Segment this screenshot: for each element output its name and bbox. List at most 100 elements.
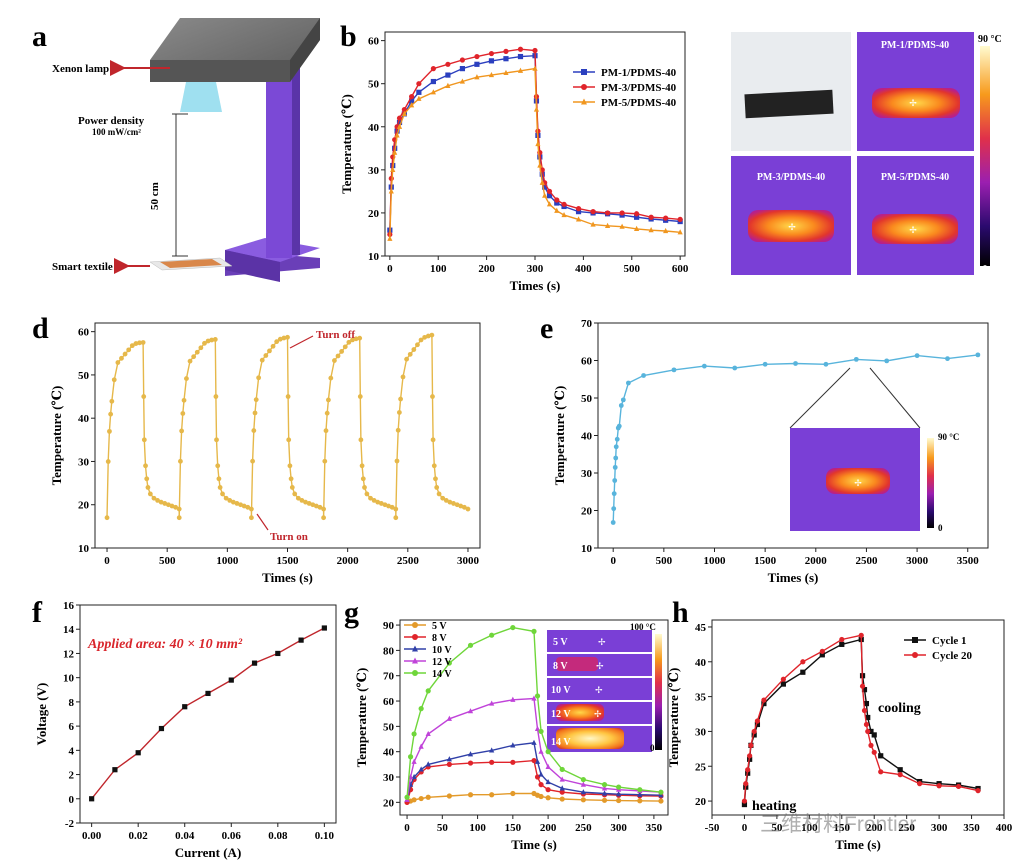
stand-pole-side (292, 60, 300, 255)
data-point-d (250, 458, 256, 464)
panel-g-inset: ✢ ✢ ✢ ✢ 5 V 8 V 10 V 12 V 14 V 100 °C 0 (547, 622, 662, 753)
data-point-h (754, 721, 761, 728)
data-point-d (209, 337, 215, 343)
x-tick-label-d: 1500 (277, 555, 300, 567)
data-point-e (625, 380, 631, 386)
data-point-g (538, 793, 544, 800)
data-point-g (446, 660, 452, 666)
data-point-g (545, 787, 551, 793)
x-tick-label-g: 350 (646, 822, 663, 834)
data-point-d (353, 336, 359, 342)
x-tick-label-f: 0.04 (175, 830, 195, 842)
data-point-e (701, 363, 707, 369)
data-point-d (299, 498, 305, 503)
data-point-d (458, 503, 464, 509)
data-point-d (371, 498, 377, 503)
data-point-b (634, 225, 640, 231)
data-point-d (433, 476, 438, 482)
data-point-d (324, 410, 330, 416)
data-point-b (554, 200, 560, 206)
data-point-b (575, 209, 582, 215)
data-point-d (411, 347, 417, 352)
xenon-lamp-label: Xenon lamp (52, 63, 109, 75)
series-g-3 (404, 695, 664, 802)
data-point-g (425, 730, 431, 737)
x-tick-label-g: 150 (505, 822, 522, 834)
data-point-e (975, 352, 981, 358)
x-tick-label-g: 200 (540, 822, 557, 834)
data-point-h (819, 652, 825, 658)
y-axis-label-b: Temperature (℃) (339, 94, 354, 194)
x-tick-label-g: 250 (575, 822, 592, 834)
stand-base-front (225, 250, 280, 282)
data-point-h (800, 659, 806, 665)
y-tick-label-b: 10 (368, 251, 380, 263)
data-point-d (404, 356, 410, 362)
data-point-h (780, 676, 786, 682)
data-point-h (743, 781, 749, 787)
series-line-h (743, 638, 979, 805)
chart-d: 0 500 1000 1500 2000 2500 3000 10 20 30 40 50 60 Time… (49, 322, 481, 585)
y-tick-label-f: 16 (63, 600, 75, 612)
y-tick-label-g: 40 (383, 747, 395, 759)
x-tick-label-e: 500 (656, 555, 673, 567)
data-point-b (533, 106, 540, 112)
data-point-e (641, 373, 646, 378)
data-point-d (328, 375, 334, 381)
data-point-b (445, 72, 451, 78)
data-point-d (249, 515, 254, 521)
data-point-b (677, 216, 683, 222)
data-point-b (409, 94, 415, 100)
data-point-d (389, 504, 395, 510)
data-point-b (561, 201, 567, 207)
data-point-b (401, 110, 407, 116)
data-point-d (155, 498, 160, 503)
data-point-d (253, 397, 259, 403)
x-axis-label-f: Current (A) (175, 845, 242, 860)
x-tick-label-e: 3000 (906, 555, 929, 567)
data-point-f (89, 796, 95, 802)
y-tick-label-f: 14 (63, 624, 75, 636)
data-point-d (202, 340, 207, 346)
series-g-4 (404, 624, 664, 800)
data-point-d (310, 502, 316, 508)
data-point-d (104, 515, 110, 521)
colorbar-c-top: 90 °C (978, 34, 1002, 45)
y-tick-label-d: 40 (78, 413, 90, 425)
data-point-d (144, 476, 150, 482)
x-tick-label-f: 0.08 (268, 830, 288, 842)
data-point-h (878, 753, 884, 759)
data-point-d (415, 342, 420, 348)
data-point-g (580, 781, 586, 787)
data-point-d (230, 499, 236, 505)
data-point-d (187, 358, 193, 364)
x-tick-label-d: 0 (104, 555, 110, 567)
data-point-g (658, 789, 664, 795)
data-point-b (388, 188, 394, 194)
x-tick-label-d: 3000 (457, 555, 480, 567)
chart-b: 0 100 200 300 400 500 600 10 20 30 40 50 60 Times (s)… (339, 31, 689, 293)
legend-label-g: 14 V (432, 669, 452, 680)
data-point-h (955, 783, 962, 790)
y-tick-label-f: 12 (63, 648, 75, 660)
x-tick-label-b: 0 (387, 263, 393, 275)
data-point-d (430, 437, 436, 443)
panel-label-a: a (32, 20, 47, 53)
data-point-h (861, 687, 868, 693)
colorbar-g (655, 634, 662, 750)
data-point-d (357, 394, 363, 399)
data-point-b (416, 81, 422, 87)
data-point-d (303, 499, 308, 505)
data-point-d (238, 502, 243, 508)
data-point-e (612, 478, 618, 483)
data-point-b (445, 82, 451, 88)
data-point-d (407, 351, 413, 357)
data-point-d (451, 501, 456, 506)
x-tick-label-d: 2000 (337, 555, 360, 567)
data-point-g (489, 747, 495, 753)
data-point-d (286, 437, 292, 443)
data-point-b (401, 106, 407, 113)
y-tick-label-f: 2 (69, 770, 75, 782)
colorbar-g-bottom: 0 (650, 743, 655, 753)
